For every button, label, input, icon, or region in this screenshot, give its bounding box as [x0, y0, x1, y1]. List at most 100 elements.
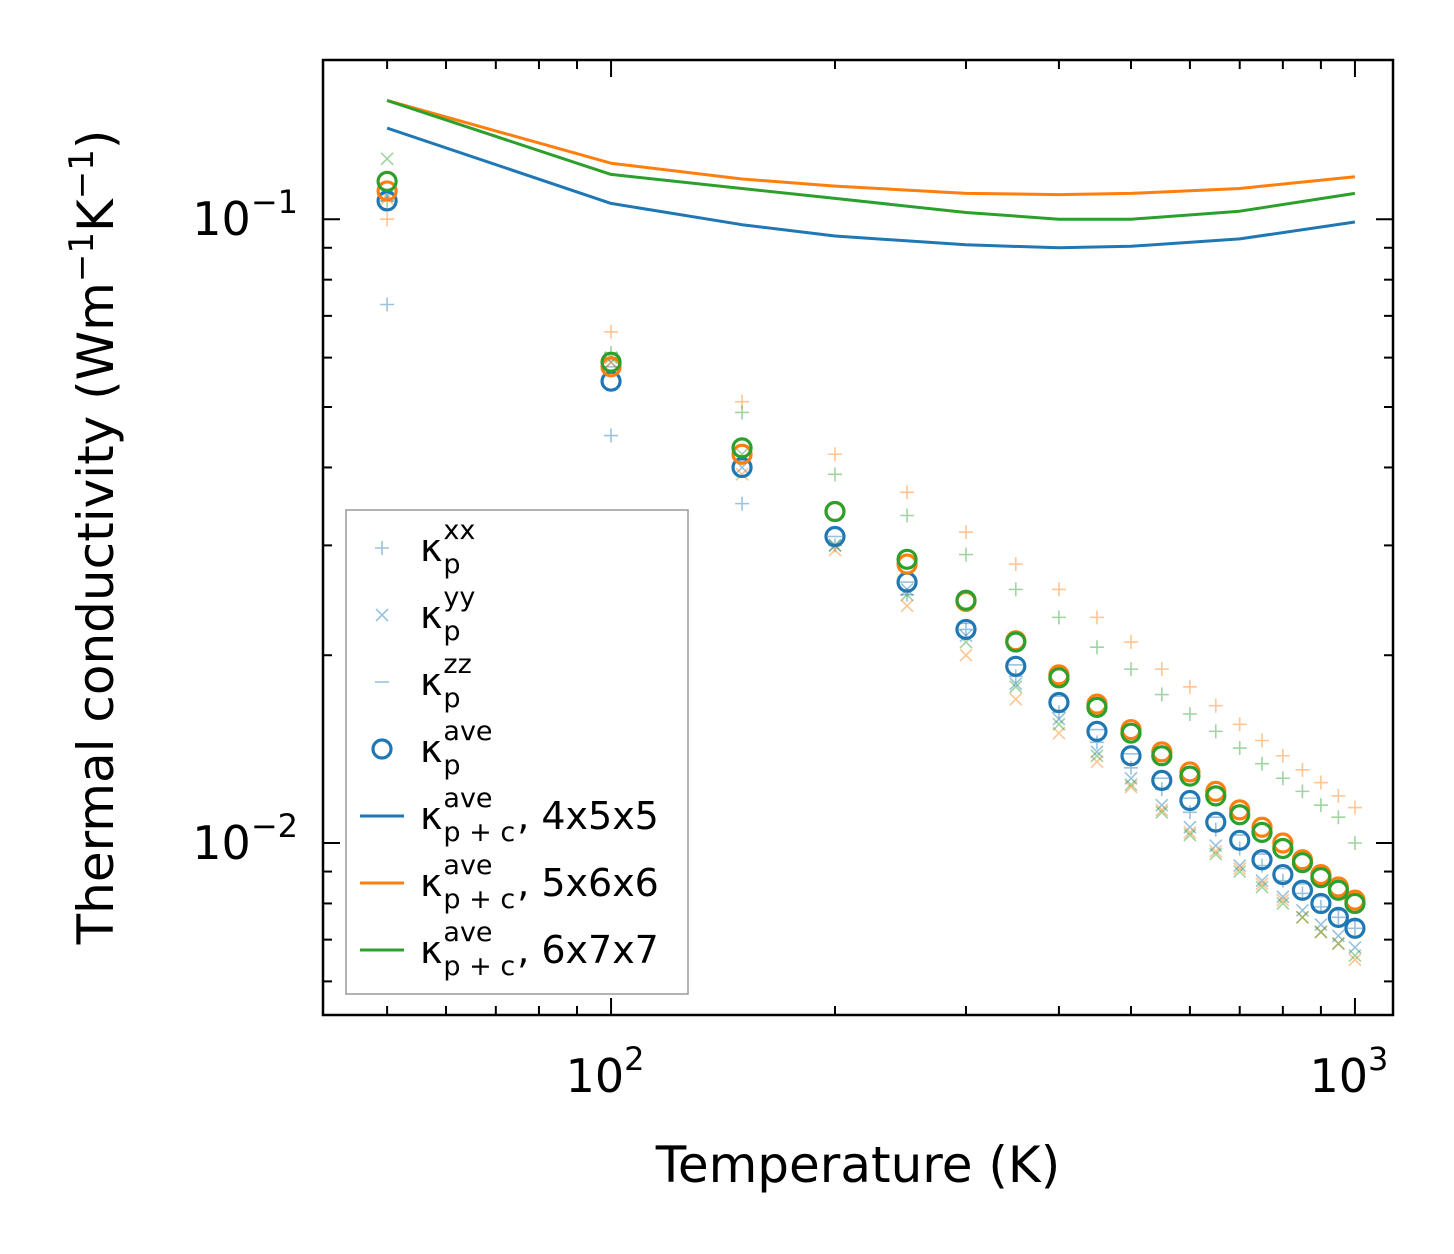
kxx-point	[1255, 733, 1270, 748]
kxx-point	[1124, 760, 1139, 775]
kave-point	[1310, 867, 1332, 889]
kave-point	[376, 180, 398, 202]
kxx-point	[958, 547, 973, 562]
kxx-point	[1182, 706, 1197, 721]
legend-label-kappa: κ	[420, 593, 442, 637]
kxx-point	[827, 467, 842, 482]
y-tick-label-base: 10	[192, 816, 251, 870]
kxx-point	[1208, 698, 1223, 713]
kave-point	[1086, 696, 1108, 718]
legend-entry: κyy p	[375, 582, 475, 647]
kyy-point	[1276, 893, 1290, 907]
y-tick-label-base: 10	[192, 192, 251, 246]
tick-marks	[323, 60, 1393, 1015]
kave-point	[824, 525, 846, 548]
kyy-point	[1331, 936, 1345, 951]
kyy-point	[1183, 825, 1197, 839]
kxx-point	[1124, 635, 1139, 650]
kxx-point	[1255, 756, 1270, 771]
legend-label: κave p + c, 5x6x6	[420, 850, 659, 915]
kyy-point	[1124, 771, 1138, 785]
legend-entry: κave p + c, 5x6x6	[360, 850, 659, 915]
legend-label-sub: p + c	[443, 817, 515, 848]
kxx-point	[735, 405, 750, 420]
kave-point	[1272, 837, 1294, 860]
legend-label-sup: ave	[443, 850, 492, 881]
kxx-point	[900, 485, 915, 500]
kave-point	[376, 170, 398, 192]
kave-point	[955, 618, 977, 641]
kxx-point	[1154, 662, 1169, 677]
kxx-point	[1124, 662, 1139, 677]
x-tick-label: 102	[566, 1040, 645, 1103]
kyy-point	[1052, 712, 1066, 726]
kave-point	[1086, 720, 1108, 742]
kxx-point	[958, 622, 973, 637]
kave-point	[731, 443, 753, 465]
kyy-point	[1348, 940, 1362, 955]
y-tick-label-exp: −2	[251, 807, 298, 845]
kyy-point	[1233, 864, 1247, 879]
y-axis-label-exp2: −1	[62, 149, 102, 199]
kxx-point	[1051, 582, 1066, 597]
kxx-point	[1182, 805, 1197, 820]
y-axis-label-exp1: −1	[62, 232, 102, 282]
x-tick-label-base: 10	[566, 1049, 625, 1103]
kyy-point	[900, 582, 914, 596]
kyy-point	[1124, 778, 1138, 792]
kave-point	[1048, 691, 1070, 714]
kave-point	[1310, 892, 1332, 915]
legend-circle-marker	[371, 738, 393, 760]
y-axis-label: Thermal conductivity (Wm−1K−1)	[62, 130, 125, 946]
kave-point	[1205, 811, 1227, 833]
legend-box	[345, 509, 689, 995]
kave-point	[1251, 821, 1273, 843]
kyy-point	[1090, 745, 1104, 759]
kave-point	[1327, 906, 1349, 928]
kxx-point	[1008, 582, 1023, 597]
kave-point	[896, 548, 918, 570]
y-tick-label: 10−2	[192, 807, 298, 870]
kyy-point	[1209, 839, 1223, 853]
kave-point	[600, 351, 622, 373]
kpc-line-c3	[386, 99, 1356, 221]
legend-label-kappa: κ	[420, 794, 442, 838]
legend-label: κxx p	[420, 515, 475, 580]
y-axis-label-main: Thermal conductivity (Wm	[67, 282, 125, 945]
kxx-point	[1331, 810, 1346, 825]
kyy-point	[1009, 692, 1023, 706]
kxx-point	[1154, 687, 1169, 702]
kave-point	[1151, 769, 1173, 792]
legend-label: κyy p	[420, 582, 475, 647]
legend-label-kappa: κ	[420, 727, 442, 771]
kyy-point	[1183, 820, 1197, 834]
legend-label-sub: p + c	[443, 951, 515, 982]
legend-entry: κave p	[371, 716, 493, 781]
legend-label-sup: ave	[443, 716, 492, 747]
kave-point	[1005, 655, 1027, 677]
kyy-point	[1348, 953, 1362, 967]
kxx-point	[1331, 910, 1346, 925]
kave-point	[1344, 917, 1366, 939]
kyy-point	[959, 648, 973, 662]
kxx-point	[604, 428, 619, 443]
kave-point	[1327, 879, 1349, 901]
kyy-point	[1314, 925, 1328, 939]
kyy-point	[1009, 680, 1023, 694]
kyy-point	[1348, 949, 1362, 963]
legend-x-marker	[375, 608, 389, 622]
kyy-point	[1090, 749, 1104, 763]
kxx-point	[735, 496, 750, 511]
legend-label-sub: p	[443, 683, 460, 714]
kyy-point	[1255, 880, 1269, 894]
x-tick-label-exp: 2	[624, 1040, 644, 1078]
plot-frame	[321, 58, 1395, 1017]
kyy-point	[735, 467, 749, 481]
legend-label: κave p + c, 6x7x7	[420, 917, 659, 982]
legend-label-kappa: κ	[420, 660, 442, 704]
kxx-point	[958, 525, 973, 540]
kyy-point	[1183, 828, 1197, 842]
